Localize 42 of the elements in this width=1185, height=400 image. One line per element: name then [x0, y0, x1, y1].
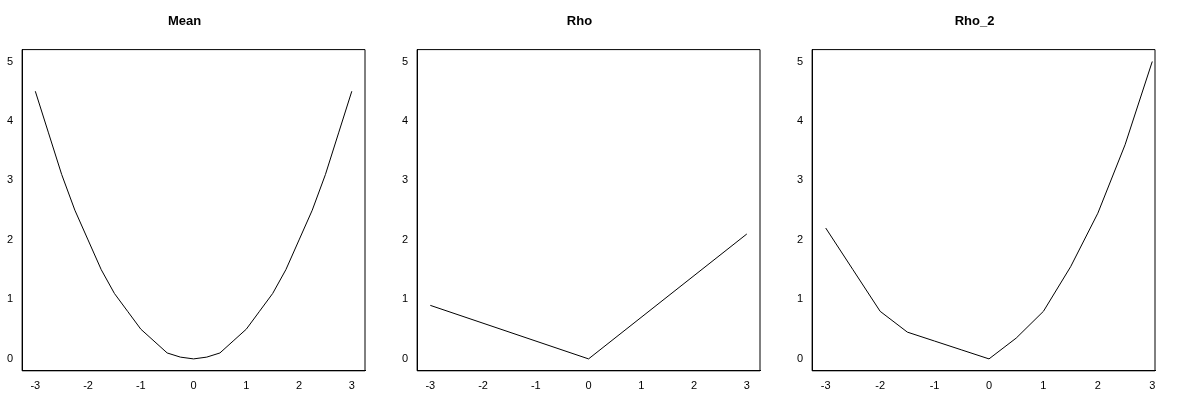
x-tick-label: -1: [530, 379, 541, 392]
x-tick-label: -3: [820, 379, 831, 392]
chart-title: Rho_2: [954, 13, 995, 29]
y-tick-label: 1: [796, 292, 804, 305]
y-tick-label: 2: [6, 232, 14, 245]
x-tick-label: -1: [929, 379, 940, 392]
y-tick-label: 1: [401, 292, 409, 305]
x-tick-label: -3: [30, 379, 41, 392]
y-tick-label: 5: [6, 54, 14, 67]
y-tick-label: 2: [796, 232, 804, 245]
y-tick-label: 3: [6, 173, 14, 186]
x-tick-label: -2: [478, 379, 488, 392]
x-tick-label: 3: [743, 379, 750, 392]
y-tick-label: 1: [6, 292, 14, 305]
x-tick-label: 1: [1040, 379, 1047, 392]
x-tick-label: 3: [348, 379, 355, 392]
chart-title: Rho: [566, 13, 593, 29]
x-tick-label: 2: [1094, 379, 1101, 392]
y-tick-label: 5: [401, 54, 409, 67]
y-tick-label: 0: [6, 351, 14, 364]
x-tick-label: -1: [135, 379, 146, 392]
x-tick-label: 1: [638, 379, 645, 392]
x-tick-label: 0: [985, 379, 993, 392]
y-tick-label: 3: [401, 173, 409, 186]
x-tick-label: 1: [243, 379, 250, 392]
x-tick-label: 2: [296, 379, 303, 392]
y-tick-label: 4: [6, 114, 14, 127]
y-tick-label: 5: [796, 54, 804, 67]
y-tick-label: 3: [796, 173, 804, 186]
y-tick-label: 4: [796, 114, 804, 127]
x-tick-label: 2: [691, 379, 698, 392]
x-tick-label: -2: [875, 379, 886, 392]
y-tick-label: 0: [796, 351, 804, 364]
chart-title: Mean: [167, 13, 202, 29]
x-tick-label: 0: [190, 379, 197, 392]
x-tick-label: -2: [83, 379, 93, 392]
x-tick-label: -3: [425, 379, 436, 392]
y-tick-label: 2: [401, 232, 409, 245]
x-tick-label: 0: [585, 379, 592, 392]
y-tick-label: 0: [401, 351, 409, 364]
x-tick-label: 3: [1149, 379, 1156, 392]
y-tick-label: 4: [401, 114, 409, 127]
